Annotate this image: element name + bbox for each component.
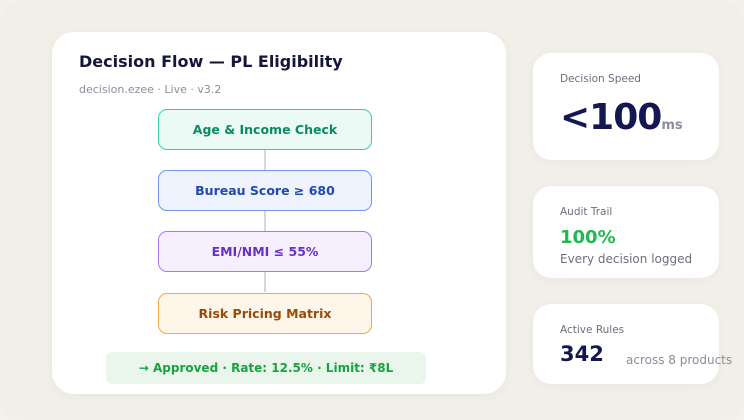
flow-step-bureau-score[interactable]: Bureau Score ≥ 680 [158, 170, 372, 211]
audit-trail-note: Every decision logged [560, 252, 693, 266]
flow-step-age-income[interactable]: Age & Income Check [158, 109, 372, 150]
approval-result-banner: → Approved · Rate: 12.5% · Limit: ₹8L [106, 352, 426, 384]
decision-speed-label: Decision Speed [560, 73, 641, 85]
flow-step-label: Age & Income Check [192, 122, 338, 137]
decision-speed-card: Decision Speed <100ms [533, 53, 719, 160]
flow-step-emi-nmi[interactable]: EMI/NMI ≤ 55% [158, 231, 372, 272]
audit-trail-card: Audit Trail 100% Every decision logged [533, 186, 719, 278]
audit-trail-label: Audit Trail [560, 206, 613, 218]
flow-step-label: EMI/NMI ≤ 55% [211, 244, 319, 259]
decision-speed-unit: ms [661, 118, 683, 133]
flow-step-label: Bureau Score ≥ 680 [195, 183, 335, 198]
flow-connector [264, 211, 266, 231]
active-rules-note: across 8 products [626, 353, 733, 367]
active-rules-card: Active Rules 342 across 8 products [533, 304, 732, 384]
active-rules-value: 342 [560, 342, 604, 366]
active-rules-label: Active Rules [560, 324, 625, 336]
decision-flow-card: Decision Flow — PL Eligibility decision.… [52, 32, 506, 394]
flow-connector [264, 150, 266, 170]
flow-subtitle: decision.ezee · Live · v3.2 [79, 83, 222, 96]
decision-speed-number: <100 [560, 97, 662, 138]
flow-step-label: Risk Pricing Matrix [198, 306, 332, 321]
flow-connector [264, 272, 266, 292]
flow-step-risk-pricing[interactable]: Risk Pricing Matrix [158, 293, 372, 334]
audit-trail-value: 100% [560, 227, 616, 248]
flow-title: Decision Flow — PL Eligibility [79, 52, 343, 71]
decision-speed-value: <100ms [560, 97, 683, 138]
